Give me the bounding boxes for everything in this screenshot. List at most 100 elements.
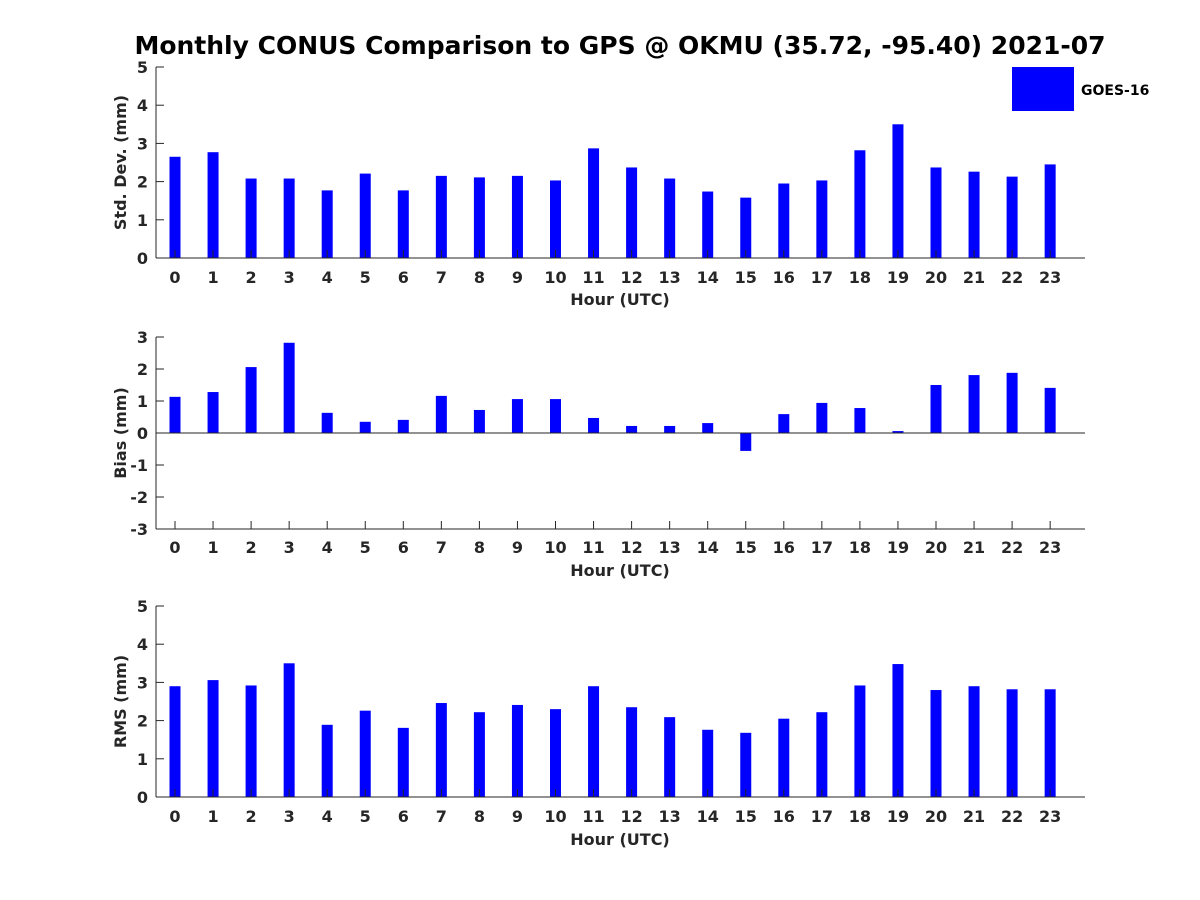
x-tick-label: 2 bbox=[246, 268, 257, 287]
x-tick-label: 8 bbox=[474, 268, 485, 287]
y-tick-label: 2 bbox=[137, 712, 148, 731]
bar-hour-4 bbox=[321, 412, 333, 433]
y-tick-label: 2 bbox=[137, 360, 148, 379]
bar-hour-21 bbox=[968, 686, 980, 797]
x-tick-label: 3 bbox=[284, 807, 295, 826]
bar-hour-1 bbox=[207, 680, 219, 797]
y-tick-label: 3 bbox=[137, 134, 148, 153]
x-tick-label: 23 bbox=[1039, 538, 1061, 557]
x-tick-label: 1 bbox=[207, 268, 218, 287]
bar-hour-21 bbox=[968, 171, 980, 258]
x-tick-label: 22 bbox=[1001, 268, 1023, 287]
bar-hour-2 bbox=[245, 367, 257, 433]
x-tick-label: 21 bbox=[963, 538, 985, 557]
bar-hour-9 bbox=[511, 399, 523, 433]
legend-swatch bbox=[1012, 67, 1074, 111]
x-tick-label: 15 bbox=[735, 807, 757, 826]
x-tick-label: 7 bbox=[436, 268, 447, 287]
x-tick-label: 12 bbox=[620, 268, 642, 287]
x-tick-label: 12 bbox=[620, 807, 642, 826]
bar-hour-21 bbox=[968, 375, 980, 433]
y-tick-label: 5 bbox=[137, 597, 148, 616]
bar-hour-6 bbox=[397, 190, 409, 258]
bar-hour-4 bbox=[321, 724, 333, 797]
x-tick-label: 3 bbox=[284, 268, 295, 287]
bar-hour-7 bbox=[435, 703, 447, 797]
x-tick-label: 13 bbox=[659, 538, 681, 557]
bar-hour-5 bbox=[359, 421, 371, 433]
x-tick-label: 9 bbox=[512, 268, 523, 287]
bar-hour-18 bbox=[854, 685, 866, 797]
bar-hour-12 bbox=[626, 707, 638, 797]
bar-hour-0 bbox=[169, 156, 181, 258]
x-tick-label: 0 bbox=[169, 268, 180, 287]
legend-label: GOES-16 bbox=[1081, 83, 1149, 99]
bar-hour-7 bbox=[435, 175, 447, 258]
bar-hour-1 bbox=[207, 152, 219, 258]
bar-hour-11 bbox=[588, 686, 600, 797]
bar-hour-9 bbox=[511, 175, 523, 258]
bar-hour-14 bbox=[702, 729, 714, 797]
figure-title: Monthly CONUS Comparison to GPS @ OKMU (… bbox=[134, 31, 1105, 60]
y-axis-label: Std. Dev. (mm) bbox=[111, 95, 130, 230]
bar-hour-15 bbox=[740, 197, 752, 258]
x-tick-label: 20 bbox=[925, 538, 947, 557]
x-tick-label: 19 bbox=[887, 538, 909, 557]
y-axis-label: RMS (mm) bbox=[111, 655, 130, 748]
bar-hour-6 bbox=[397, 727, 409, 797]
x-tick-label: 19 bbox=[887, 807, 909, 826]
bar-hour-3 bbox=[283, 663, 295, 797]
bar-hour-9 bbox=[511, 704, 523, 797]
bar-hour-8 bbox=[473, 177, 485, 258]
bar-hour-22 bbox=[1006, 689, 1018, 797]
bar-hour-17 bbox=[816, 712, 828, 797]
bar-hour-13 bbox=[664, 717, 676, 797]
y-tick-label: 1 bbox=[137, 750, 148, 769]
bar-hour-18 bbox=[854, 150, 866, 258]
x-tick-label: 21 bbox=[963, 268, 985, 287]
bar-hour-11 bbox=[588, 148, 600, 258]
x-tick-label: 21 bbox=[963, 807, 985, 826]
bar-hour-1 bbox=[207, 392, 219, 433]
x-tick-label: 8 bbox=[474, 538, 485, 557]
y-tick-label: 1 bbox=[137, 392, 148, 411]
x-tick-label: 5 bbox=[360, 807, 371, 826]
x-tick-label: 0 bbox=[169, 807, 180, 826]
bar-hour-7 bbox=[435, 395, 447, 433]
y-tick-label: 0 bbox=[137, 249, 148, 268]
y-tick-label: 3 bbox=[137, 328, 148, 347]
x-tick-label: 20 bbox=[925, 268, 947, 287]
x-tick-label: 6 bbox=[398, 538, 409, 557]
x-tick-label: 11 bbox=[582, 268, 604, 287]
y-tick-label: 4 bbox=[137, 96, 148, 115]
x-tick-label: 17 bbox=[811, 807, 833, 826]
x-tick-label: 19 bbox=[887, 268, 909, 287]
y-tick-label: 3 bbox=[137, 673, 148, 692]
bar-hour-13 bbox=[664, 178, 676, 258]
x-tick-label: 11 bbox=[582, 538, 604, 557]
x-tick-label: 4 bbox=[322, 538, 333, 557]
bar-hour-12 bbox=[626, 425, 638, 433]
x-tick-label: 13 bbox=[659, 268, 681, 287]
x-tick-label: 10 bbox=[544, 268, 566, 287]
bar-hour-23 bbox=[1044, 164, 1056, 258]
x-tick-label: 13 bbox=[659, 807, 681, 826]
bar-hour-17 bbox=[816, 180, 828, 258]
x-tick-label: 10 bbox=[544, 807, 566, 826]
x-tick-label: 15 bbox=[735, 268, 757, 287]
x-tick-label: 23 bbox=[1039, 807, 1061, 826]
x-tick-label: 14 bbox=[697, 268, 719, 287]
x-tick-label: 9 bbox=[512, 807, 523, 826]
x-tick-label: 7 bbox=[436, 807, 447, 826]
bar-hour-23 bbox=[1044, 689, 1056, 797]
bar-hour-13 bbox=[664, 425, 676, 433]
x-tick-label: 18 bbox=[849, 807, 871, 826]
bar-hour-2 bbox=[245, 685, 257, 797]
x-tick-label: 1 bbox=[207, 538, 218, 557]
bar-hour-0 bbox=[169, 396, 181, 433]
x-tick-label: 11 bbox=[582, 807, 604, 826]
x-tick-label: 14 bbox=[697, 807, 719, 826]
x-axis-label: Hour (UTC) bbox=[570, 561, 670, 580]
